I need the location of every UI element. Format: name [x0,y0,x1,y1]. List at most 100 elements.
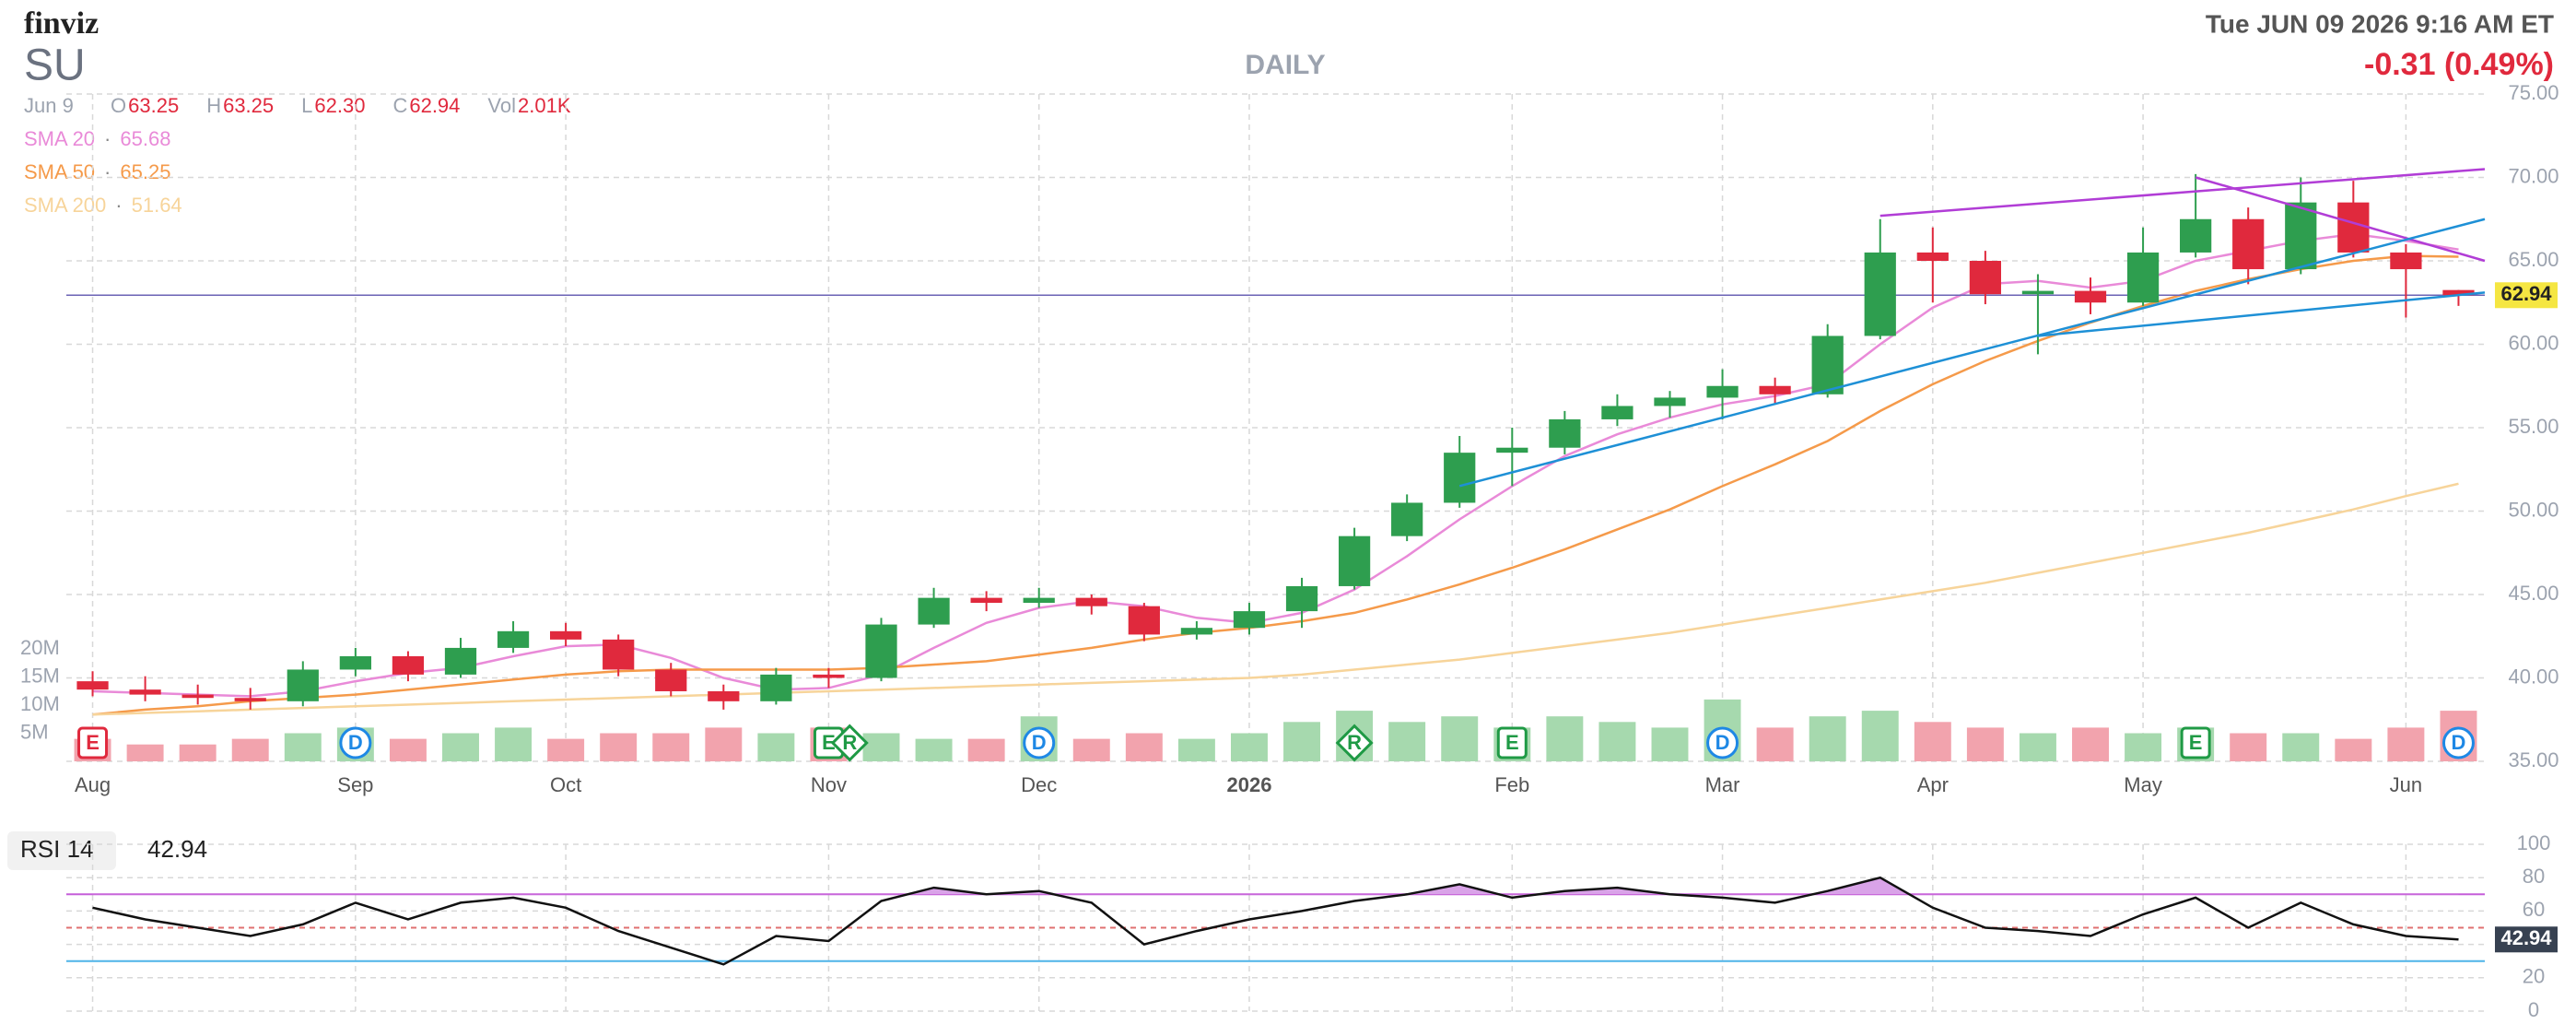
rsi-badge [2495,926,2558,953]
rsi-tick-label: 60 [2523,898,2545,921]
volume-bar [1388,722,1426,761]
y-tick-label: 70.00 [2508,164,2558,187]
last-price-badge [2495,282,2558,309]
candle-body [2074,290,2107,303]
sma-line [92,482,2459,716]
legend-name: SMA 20 [24,127,95,150]
candle-body [2232,218,2265,270]
event-badge [77,726,109,759]
rsi-line [92,876,2459,966]
rsi-fill [92,877,2459,895]
rsi-tick-label: 20 [2523,965,2545,988]
x-tick-label: May [2124,773,2162,796]
candle-body [1496,447,1528,453]
volume-bar [179,744,217,761]
volume-bar [915,738,953,761]
trendline [1879,168,2486,218]
volume-bar [600,733,638,761]
logo: finviz [24,6,99,41]
ticker: SU [24,41,86,90]
event-label: D [1715,731,1730,754]
legend-value: 65.25 [120,160,170,183]
event-badge [1335,724,1374,762]
candle-body [813,674,845,678]
volume-bar [1966,727,2004,761]
trendline [2195,176,2486,263]
event-label: R [1347,731,1362,754]
x-tick-label: Mar [1705,773,1740,796]
volume-bar [2387,727,2425,761]
trendline [1458,218,2486,488]
legend-name: SMA 50 [24,160,95,183]
ohlc-key: O [111,94,126,117]
volume-bar [1861,711,1899,761]
candle-body [1285,585,1318,612]
bar-date: Jun 9 [24,94,74,117]
candle-body [2337,202,2370,253]
candle-body [2442,289,2475,296]
candle-body [2390,252,2422,270]
volume-tick-label: 15M [20,664,60,687]
volume-bar [2072,727,2109,761]
ohlc-value: 2.01K [518,94,571,117]
y-tick-label: 60.00 [2508,331,2558,354]
candle-body [550,630,582,640]
rsi-value: 42.94 [147,835,207,863]
volume-bar [284,733,322,761]
candle-body [2126,252,2160,303]
candle-body [970,597,1002,604]
event-badge [830,724,869,762]
volume-bar [1230,733,1268,761]
volume-bar [1756,727,1794,761]
candle-body [1654,397,1686,406]
sma-line [92,254,2459,716]
volume-bar [231,738,269,761]
volume-bar [705,727,743,761]
volume-bar [1546,716,1584,761]
ohlc-key: L [301,94,312,117]
y-tick-label: 40.00 [2508,665,2558,688]
datetime: Tue JUN 09 2026 9:16 AM ET [2206,9,2554,38]
volume-bar [2335,738,2372,761]
legend-value: 65.68 [120,127,170,150]
ohlc-key: Vol [487,94,516,117]
volume-bar [495,727,533,761]
legend-separator: · [104,160,111,183]
event-label: R [842,731,857,754]
volume-bar [1651,727,1689,761]
candle-body [1075,597,1107,606]
legend-name: SMA 200 [24,194,106,217]
volume-tick-label: 20M [20,636,60,659]
y-tick-label: 45.00 [2508,582,2558,605]
candle-body [1969,261,2001,295]
volume-bar [2230,733,2267,761]
volume-bar [2282,733,2320,761]
event-label: D [1032,731,1047,754]
candle-body [1706,385,1739,398]
volume-bar [652,733,690,761]
event-badge [339,726,372,759]
candle-body [603,639,635,670]
candle-body [1338,536,1371,586]
candle-body [918,597,950,625]
candle-body [1023,597,1055,604]
candle-body [2285,202,2317,270]
candle-body [444,647,477,675]
volume-bar [862,733,900,761]
x-tick-label: Oct [550,773,581,796]
event-label: D [348,731,363,754]
volume-bar [389,738,427,761]
volume-bar [126,744,164,761]
candle-body [392,655,425,675]
candle-body [1864,252,1896,336]
volume-bar [547,738,585,761]
y-tick-label: 55.00 [2508,415,2558,438]
candle-body [1549,418,1581,448]
volume-bar [1177,738,1215,761]
volume-bar [1441,716,1479,761]
volume-bar [967,738,1005,761]
last-price-label: 62.94 [2500,282,2552,305]
legend-separator: · [115,194,122,217]
y-tick-label: 75.00 [2508,81,2558,104]
volume-bar [1914,722,1951,761]
